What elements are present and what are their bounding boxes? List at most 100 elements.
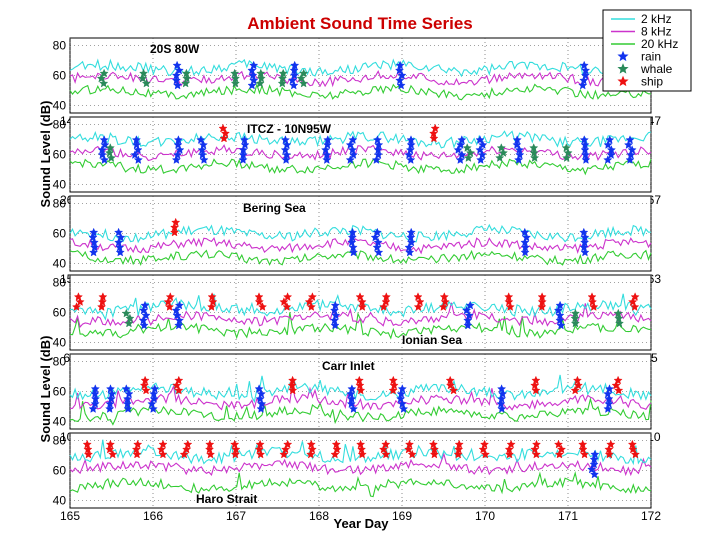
rain-star [90,399,100,408]
ship-star [578,444,588,454]
rain-star [625,155,635,164]
y-tick-label: 40 [53,99,67,113]
series-20khz [69,396,652,426]
whale-event-marker [570,308,581,328]
ship-event-marker [355,439,367,459]
rain-star [329,305,340,315]
rain-star [174,65,184,75]
rain-event-marker [603,384,615,413]
rain-star [256,404,266,413]
ship-event-marker [131,439,143,459]
rain-star [347,384,357,393]
ship-event-marker [553,439,567,459]
ship-star [554,449,565,459]
rain-star [133,155,143,164]
ship-star [71,302,82,311]
whale-star [124,318,134,328]
ship-star [171,217,181,227]
ship-star [254,444,264,454]
y-tick-label: 60 [53,227,67,241]
rain-star [139,320,149,330]
rain-star [106,394,116,403]
rain-star [579,135,589,144]
ship-star [141,385,151,395]
y-tick-label: 40 [53,257,67,271]
rain-star [394,65,405,75]
rain-star [513,155,524,164]
whale-star [496,143,506,152]
ship-star [254,297,264,306]
legend-label: 8 kHz [641,25,672,39]
ship-event-marker [279,292,293,311]
ship-event-marker [537,292,547,311]
rain-event-marker [623,135,637,164]
site-label: Bering Sea [243,201,306,215]
whale-event-marker [495,143,509,162]
ship-star [572,375,583,385]
rain-event-marker [578,60,591,90]
x-tick-label: 166 [143,509,163,523]
panel-5: 40 60 80 165 166 167 168 169 170 171 172 Haro Strai… [53,432,661,523]
series-20khz [69,82,651,101]
x-tick-label: 171 [558,509,578,523]
rain-star [396,80,406,90]
ship-star [306,449,316,459]
ship-star [531,439,542,449]
rain-event-marker [238,135,250,164]
rain-event-marker [280,135,292,164]
legend-box [602,9,692,92]
series-8khz [69,144,652,162]
rain-star [99,155,110,164]
rain-star [347,145,358,154]
legend-star-swatch [617,75,629,87]
rain-star [398,404,409,413]
ship-event-marker [218,123,231,143]
ship-event-marker [355,292,367,311]
rain-star [131,140,142,149]
whale-star [138,73,148,83]
x-tick-label: 172 [641,509,661,523]
rain-star [345,155,355,164]
rain-star [589,469,600,479]
legend-item-20khz: 20 kHz [611,37,678,51]
rain-event-marker [138,300,151,330]
rain-star [147,399,157,408]
whale-event-marker [296,68,309,88]
ship-star [105,444,115,454]
panel-0: 40608014014114214314414514614720S 80W [53,37,661,128]
rain-event-marker [395,384,409,413]
rain-star [88,404,98,413]
legend-label: 2 kHz [641,12,672,26]
rain-star [453,145,463,154]
rain-event-marker [579,135,591,164]
ship-event-marker [254,439,266,459]
whale-star [99,68,109,78]
rain-star [626,150,636,159]
ship-star [388,375,398,385]
ship-star [204,444,215,454]
ship-event-marker [428,439,440,459]
rain-star [115,247,125,257]
ship-event-marker [206,292,218,311]
rain-star [240,140,250,149]
x-tick-label: 170 [475,509,495,523]
whale-star [121,308,131,318]
ship-star [579,449,590,459]
rain-star [174,320,184,330]
rain-event-marker [247,60,259,90]
rain-event-marker [130,135,143,164]
ship-star [205,449,216,459]
whale-star [125,313,135,323]
ship-star [407,449,417,459]
rain-star [130,150,140,159]
ship-star [537,302,547,311]
ship-event-marker [504,292,515,311]
series-20khz [69,249,652,266]
legend-item-whale: whale [617,62,673,76]
series-8khz [69,70,652,88]
rain-star [405,145,416,154]
rain-event-marker [404,227,417,257]
legend-label: 20 kHz [641,37,678,51]
rain-star [497,389,508,398]
